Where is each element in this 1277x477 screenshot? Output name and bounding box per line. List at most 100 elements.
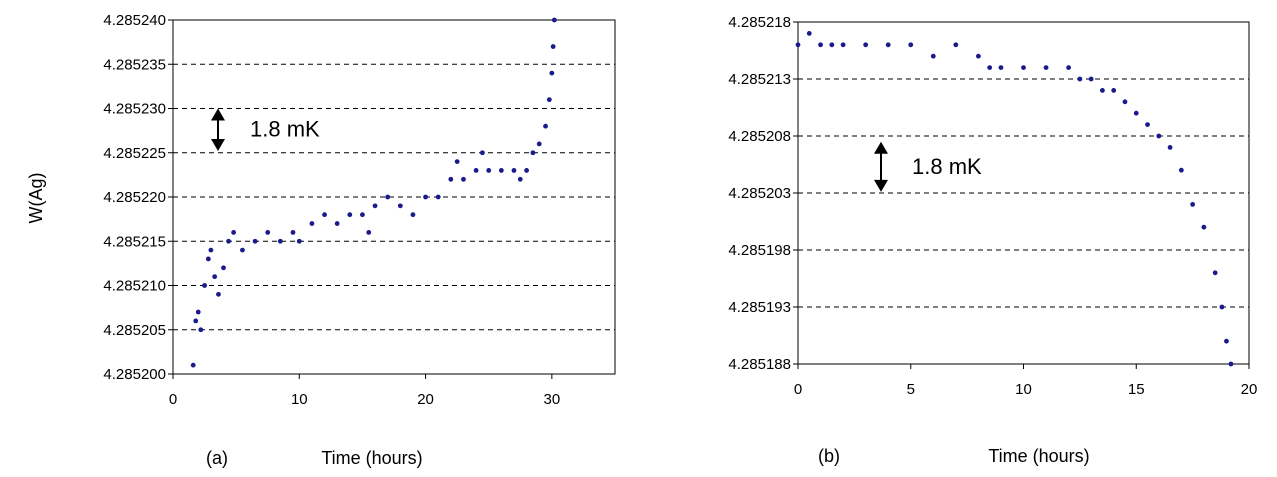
y-tick-label: 4.285200 xyxy=(103,366,166,383)
data-point xyxy=(1122,99,1128,105)
data-point xyxy=(885,42,891,48)
y-tick-label: 4.285220 xyxy=(103,189,166,206)
y-tick-label: 4.285198 xyxy=(728,242,791,259)
x-tick-label: 0 xyxy=(794,381,802,398)
x-tick-label: 10 xyxy=(1015,381,1032,398)
data-point xyxy=(372,203,378,209)
data-point xyxy=(1021,65,1026,70)
data-point xyxy=(1190,202,1196,207)
data-point xyxy=(1224,338,1229,344)
y-tick-label: 4.285240 xyxy=(103,12,166,29)
data-point xyxy=(530,150,536,156)
annotation-b: 1.8 mK xyxy=(874,141,982,192)
y-tick-label: 4.285203 xyxy=(728,185,791,202)
annotation-a: 1.8 mK xyxy=(211,108,320,151)
annotation-text-a: 1.8 mK xyxy=(250,117,320,142)
y-tick-label: 4.285218 xyxy=(728,14,791,31)
scale-arrowhead-down-b xyxy=(874,179,888,192)
y-tick-label: 4.285225 xyxy=(103,145,166,162)
data-point xyxy=(1201,224,1207,230)
data-point xyxy=(840,42,846,48)
panel-label-a: (a) xyxy=(206,448,228,468)
panel-label-b: (b) xyxy=(818,446,840,466)
data-point xyxy=(190,362,196,368)
data-point xyxy=(795,42,801,48)
data-point xyxy=(1133,110,1139,116)
data-point xyxy=(216,291,221,297)
data-point xyxy=(454,159,460,165)
scale-arrowhead-down-a xyxy=(211,138,225,151)
data-point xyxy=(212,274,218,280)
x-tick-label: 15 xyxy=(1128,381,1145,398)
x-ticks-a: 0 10 20 30 xyxy=(169,374,560,408)
data-point xyxy=(1167,145,1173,150)
x-axis-label-a: Time (hours) xyxy=(321,448,422,468)
data-point xyxy=(347,212,353,218)
data-point xyxy=(410,212,416,218)
data-point xyxy=(461,176,466,182)
y-tick-label: 4.285213 xyxy=(728,71,791,88)
y-tick-label: 4.285208 xyxy=(728,128,791,145)
y-tick-label: 4.285235 xyxy=(103,56,166,73)
data-point xyxy=(1145,122,1150,127)
data-point xyxy=(202,283,207,288)
data-point xyxy=(806,31,812,36)
x-tick-label: 20 xyxy=(417,391,434,408)
data-point xyxy=(1212,270,1218,276)
data-point xyxy=(265,230,271,235)
data-point xyxy=(309,221,315,226)
data-point xyxy=(930,53,936,59)
data-point xyxy=(1077,76,1083,82)
scale-arrowhead-up-b xyxy=(874,141,888,154)
data-point xyxy=(1066,65,1071,70)
data-point xyxy=(208,247,214,253)
data-point xyxy=(543,123,548,129)
data-point xyxy=(221,265,226,271)
data-point xyxy=(524,168,529,173)
chart-panel-a: W(Ag) 4.2852004.2852054.2852104.2852154.… xyxy=(26,12,616,468)
data-point xyxy=(252,238,258,244)
y-tick-label: 4.285215 xyxy=(103,233,166,250)
data-point xyxy=(1156,133,1162,139)
data-point xyxy=(498,168,504,173)
data-point xyxy=(334,221,340,226)
data-point xyxy=(550,44,556,49)
data-point xyxy=(360,212,365,218)
data-point xyxy=(1100,88,1105,93)
data-point xyxy=(908,42,914,48)
x-ticks-b: 0 5 10 15 20 xyxy=(794,364,1257,398)
data-point xyxy=(290,230,296,235)
data-point xyxy=(366,230,372,235)
x-axis-label-b: Time (hours) xyxy=(988,446,1089,466)
scale-arrowhead-up-a xyxy=(211,108,225,121)
data-point xyxy=(549,70,555,76)
data-point xyxy=(473,168,479,173)
data-point xyxy=(435,194,441,200)
data-point xyxy=(1111,88,1117,93)
data-point xyxy=(1088,76,1094,82)
data-point xyxy=(863,42,869,48)
y-ticks-a: 4.285200 4.285205 4.285210 4.285215 4.285220… xyxy=(103,12,173,383)
data-point xyxy=(195,309,201,315)
data-point xyxy=(296,238,302,244)
data-point xyxy=(818,42,823,48)
data-point xyxy=(536,141,542,147)
data-point xyxy=(198,327,204,333)
data-point xyxy=(231,230,237,235)
data-point xyxy=(385,194,391,200)
data-point xyxy=(829,42,835,48)
data-point xyxy=(397,203,403,209)
data-point xyxy=(277,238,283,244)
data-points-b xyxy=(795,31,1234,367)
data-point xyxy=(226,238,231,244)
gridlines-b xyxy=(798,78,1249,308)
data-point xyxy=(1178,167,1184,173)
chart-panel-b: 4.285188 4.285193 4.285198 4.285203 4.285208… xyxy=(728,14,1257,466)
data-point xyxy=(205,256,211,262)
data-point xyxy=(511,168,517,173)
x-tick-label: 10 xyxy=(291,391,308,408)
y-axis-label-a: W(Ag) xyxy=(26,173,46,224)
data-point xyxy=(193,318,199,324)
